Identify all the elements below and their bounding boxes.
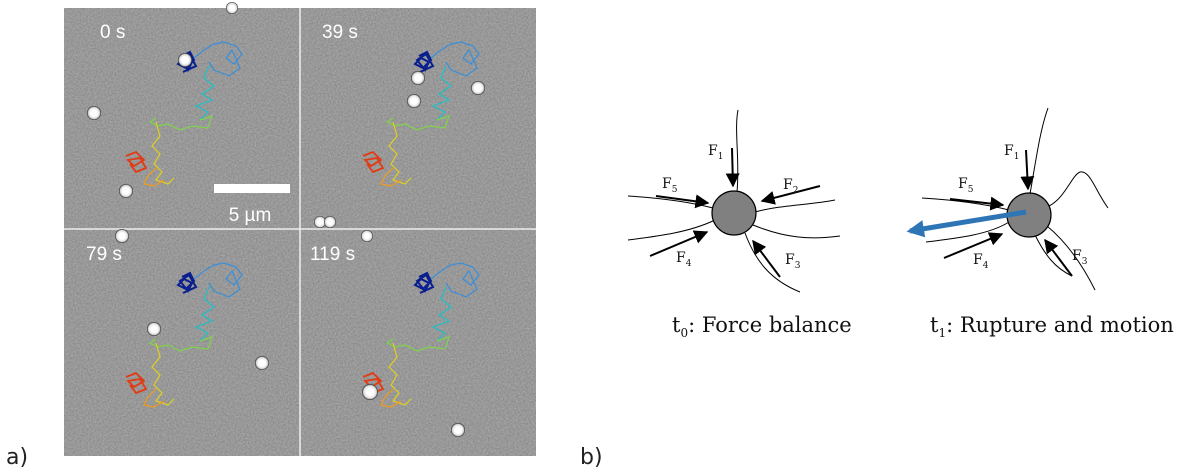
force-label: F3 (785, 252, 801, 271)
frame-time: 39 s (322, 22, 358, 43)
caption: t0: Force balance (672, 313, 852, 340)
panel-a: 5 µm 0 s 39 s 79 s 119 s a) (6, 2, 536, 470)
force-label: F1 (1004, 143, 1019, 162)
panel-label: b) (580, 445, 603, 470)
force-labels-left: F1 F2 F3 F4 F5 t0: Force balance (662, 143, 852, 340)
force-label: F4 (676, 250, 692, 269)
force-label: F1 (708, 143, 723, 162)
figure: 5 µm 0 s 39 s 79 s 119 s a) b) F1 F2 F3 … (0, 0, 1202, 472)
frame-time: 79 s (86, 244, 122, 265)
force-label: F4 (973, 252, 989, 271)
force-label: F5 (958, 176, 974, 195)
frame-time: 119 s (310, 244, 355, 265)
caption: t1: Rupture and motion (930, 313, 1174, 340)
panel-label: a) (6, 445, 28, 470)
scale-bar (214, 184, 290, 193)
diagram-left (628, 110, 840, 292)
scale-bar-label: 5 µm (229, 205, 272, 226)
force-label: F5 (662, 176, 678, 195)
frame-time: 0 s (100, 22, 125, 43)
force-labels-right: F1 F3 F4 F5 t1: Rupture and motion (930, 143, 1174, 340)
panel-b: b) F1 F2 F3 F4 F5 t0: Force balance (580, 108, 1174, 470)
